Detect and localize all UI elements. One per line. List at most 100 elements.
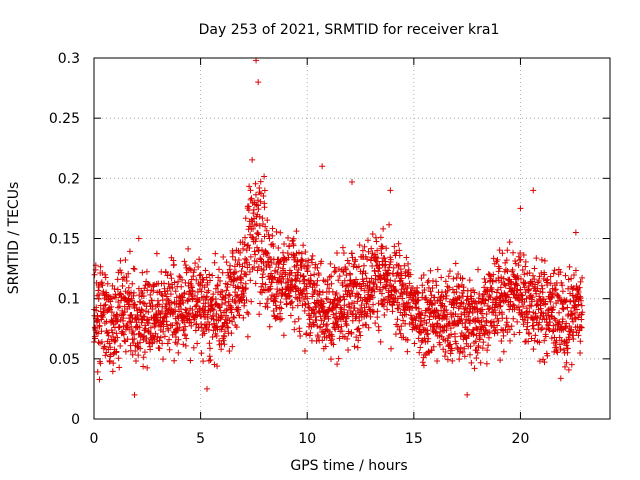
- data-point: [377, 338, 384, 345]
- data-point: [399, 295, 406, 302]
- x-tick-label: 10: [298, 431, 316, 447]
- data-point: [480, 339, 487, 346]
- data-point: [487, 294, 494, 301]
- data-point: [414, 297, 421, 304]
- data-point: [523, 326, 530, 333]
- data-point: [253, 221, 260, 228]
- data-point: [182, 342, 189, 349]
- data-point: [345, 313, 352, 320]
- data-point: [481, 322, 488, 329]
- data-point: [334, 250, 340, 257]
- data-point: [509, 266, 516, 273]
- data-point: [92, 335, 99, 342]
- data-point: [361, 304, 368, 311]
- data-point: [497, 357, 504, 364]
- data-point: [140, 313, 147, 320]
- data-point: [174, 320, 181, 327]
- data-point: [387, 187, 394, 194]
- data-point: [412, 317, 419, 324]
- data-point: [517, 256, 524, 263]
- data-point: [298, 256, 305, 263]
- data-point: [337, 297, 344, 304]
- data-point: [441, 314, 448, 321]
- data-point: [577, 338, 584, 345]
- data-point: [415, 305, 422, 312]
- data-point: [407, 312, 414, 319]
- data-point: [130, 265, 137, 272]
- data-point: [351, 300, 358, 307]
- x-axis-label: GPS time / hours: [290, 458, 407, 474]
- data-point: [486, 305, 493, 312]
- data-point: [133, 305, 140, 312]
- data-point: [120, 331, 127, 338]
- data-point: [266, 235, 273, 242]
- data-point: [195, 263, 202, 270]
- data-point: [179, 276, 186, 283]
- data-point: [355, 263, 362, 270]
- data-point: [335, 355, 342, 362]
- data-point: [214, 282, 221, 289]
- data-point: [573, 306, 580, 313]
- data-point: [330, 341, 337, 348]
- data-point: [302, 249, 309, 256]
- data-point: [338, 306, 345, 313]
- data-point: [242, 215, 249, 222]
- data-point: [370, 301, 377, 308]
- data-point: [242, 271, 249, 278]
- data-point: [389, 298, 396, 305]
- data-point: [417, 344, 424, 351]
- data-point: [505, 294, 512, 301]
- data-point: [529, 316, 536, 323]
- data-point: [213, 332, 220, 339]
- data-point: [559, 282, 566, 289]
- data-point: [517, 275, 524, 282]
- data-point: [356, 242, 363, 249]
- data-point: [261, 233, 268, 240]
- data-point: [159, 297, 166, 304]
- data-point: [453, 340, 460, 347]
- data-point: [442, 348, 449, 355]
- data-point: [547, 298, 554, 305]
- data-point: [427, 288, 434, 295]
- data-point: [262, 281, 269, 288]
- data-point: [246, 183, 253, 190]
- data-point: [550, 290, 557, 297]
- data-point: [461, 353, 468, 360]
- data-point: [240, 314, 247, 321]
- x-tick-label: 0: [90, 431, 99, 447]
- data-point: [112, 294, 119, 301]
- data-point: [207, 356, 214, 363]
- data-point: [314, 264, 321, 271]
- data-point: [235, 285, 242, 292]
- data-point: [528, 298, 535, 305]
- data-point: [324, 321, 330, 328]
- data-point: [266, 323, 273, 330]
- data-point: [378, 250, 385, 257]
- data-point: [401, 262, 408, 269]
- data-point: [467, 343, 474, 350]
- data-point: [255, 231, 262, 238]
- data-point: [344, 282, 351, 289]
- data-points: [91, 57, 586, 398]
- data-point: [578, 324, 585, 331]
- data-point: [496, 303, 503, 310]
- y-tick-label: 0.15: [49, 232, 80, 248]
- data-point: [441, 307, 448, 314]
- data-point: [95, 287, 102, 294]
- data-point: [252, 191, 259, 198]
- data-point: [424, 338, 431, 345]
- data-point: [405, 260, 412, 267]
- data-point: [364, 237, 371, 244]
- data-point: [557, 269, 564, 276]
- data-point: [131, 266, 138, 273]
- data-point: [295, 266, 302, 273]
- data-point: [391, 243, 398, 250]
- data-point: [516, 297, 523, 304]
- data-point: [246, 268, 253, 275]
- data-point: [165, 280, 172, 287]
- data-point: [191, 266, 198, 273]
- data-point: [254, 267, 261, 274]
- data-point: [371, 267, 378, 274]
- data-point: [536, 358, 543, 365]
- data-point: [425, 335, 432, 342]
